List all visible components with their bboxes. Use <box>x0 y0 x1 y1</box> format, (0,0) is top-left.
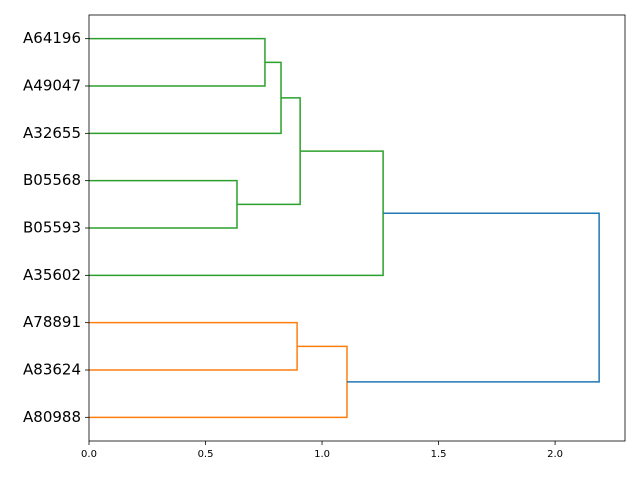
x-tick-label: 0.5 <box>198 449 214 460</box>
leaf-label: A49047 <box>23 77 81 95</box>
x-tick-label: 2.0 <box>547 449 563 460</box>
leaf-label: A35602 <box>23 266 81 284</box>
dendrogram-link <box>236 97 301 206</box>
x-tick-label: 1.5 <box>431 449 447 460</box>
x-tick-label: 0.0 <box>81 449 97 460</box>
dendrogram-link <box>89 345 348 419</box>
dendrogram-link <box>89 150 384 277</box>
leaf-label: A83624 <box>23 361 81 379</box>
x-tick-label: 1.0 <box>314 449 330 460</box>
leaf-label: A32655 <box>23 124 81 142</box>
leaf-label: B05568 <box>23 171 81 189</box>
dendrogram-link <box>346 212 600 383</box>
plot-frame <box>88 14 626 442</box>
dendrogram-link <box>89 61 282 135</box>
leaf-label: A78891 <box>23 313 81 331</box>
dendrogram-link <box>89 37 266 87</box>
dendrogram-link <box>89 321 298 371</box>
dendrogram-link <box>89 179 238 229</box>
leaf-label: A64196 <box>23 29 81 47</box>
leaf-label: B05593 <box>23 219 81 237</box>
leaf-label: A80988 <box>23 408 81 426</box>
